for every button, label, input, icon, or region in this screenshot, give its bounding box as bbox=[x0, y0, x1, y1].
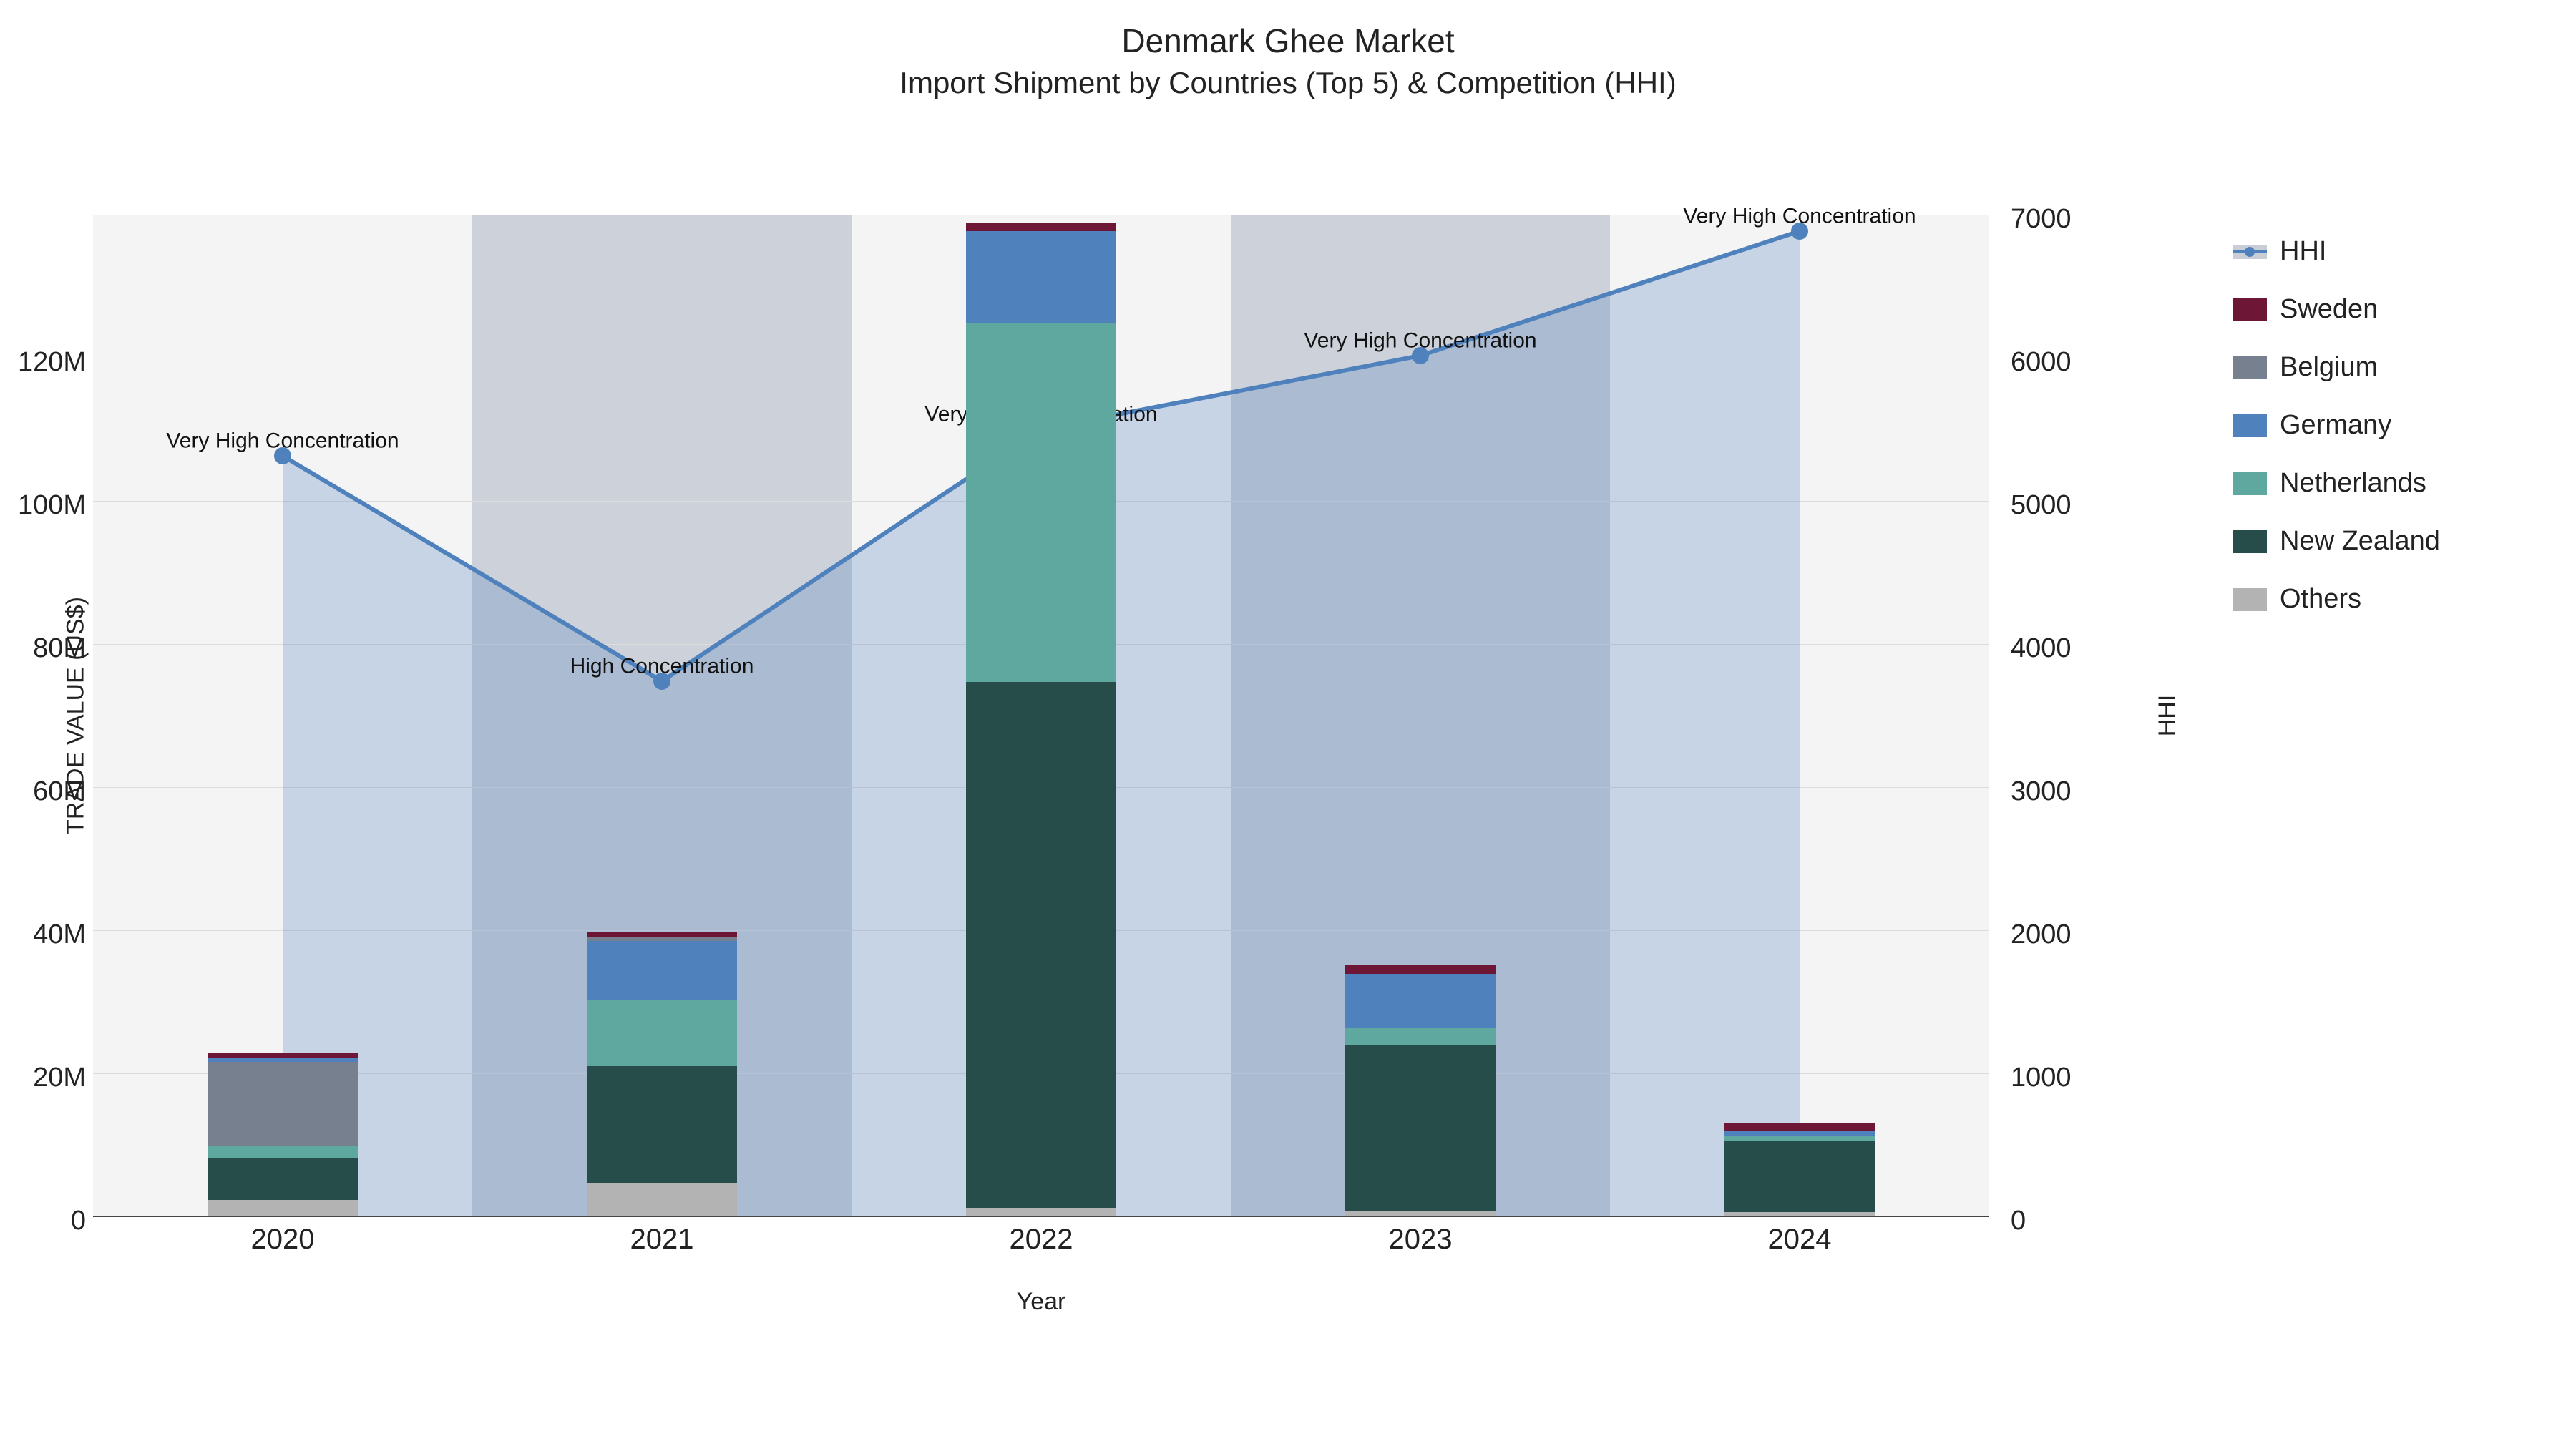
bar-group-2020[interactable] bbox=[208, 1053, 358, 1216]
bar-2022-others[interactable] bbox=[966, 1208, 1116, 1216]
hhi-line-icon bbox=[2233, 245, 2267, 259]
x-tick-2023: 2023 bbox=[1231, 1224, 1610, 1256]
bar-2022-germany[interactable] bbox=[966, 231, 1116, 323]
legend-label-sweden: Sweden bbox=[2280, 294, 2378, 325]
bar-2023-germany[interactable] bbox=[1345, 974, 1496, 1028]
bar-group-2024[interactable] bbox=[1724, 1123, 1875, 1216]
annotation-2020: Very High Concentration bbox=[166, 429, 399, 454]
legend-label-others: Others bbox=[2280, 584, 2361, 615]
bar-2022-sweden[interactable] bbox=[966, 223, 1116, 231]
x-tick-2022: 2022 bbox=[852, 1224, 1231, 1256]
netherlands-swatch-icon bbox=[2233, 472, 2267, 495]
legend-label-germany: Germany bbox=[2280, 410, 2391, 441]
y-axis-right-title: HHI bbox=[2154, 695, 2182, 737]
y-left-tick-0: 0 bbox=[14, 1206, 86, 1236]
bar-group-2021[interactable] bbox=[587, 932, 737, 1216]
x-axis-title: Year bbox=[93, 1288, 1989, 1316]
bar-2020-newzealand[interactable] bbox=[208, 1158, 358, 1200]
x-tick-2020: 2020 bbox=[93, 1224, 472, 1256]
chart-title: Denmark Ghee Market bbox=[0, 21, 2576, 60]
plot-area: TRADE VALUE (US$) 0 20M 40M 60M 80M 100M… bbox=[93, 215, 2097, 1216]
y-left-tick-3: 60M bbox=[14, 776, 86, 807]
legend-item-belgium[interactable]: Belgium bbox=[2233, 352, 2555, 383]
legend-label-hhi: HHI bbox=[2280, 236, 2326, 267]
chart-container: Denmark Ghee Market Import Shipment by C… bbox=[0, 0, 2576, 1449]
bar-group-2023[interactable] bbox=[1345, 965, 1496, 1216]
y-right-tick-1: 1000 bbox=[2011, 1063, 2089, 1093]
belgium-swatch-icon bbox=[2233, 356, 2267, 379]
legend-label-newzealand: New Zealand bbox=[2280, 526, 2440, 557]
bar-2023-others[interactable] bbox=[1345, 1211, 1496, 1216]
legend-item-others[interactable]: Others bbox=[2233, 584, 2555, 615]
chart-legend: HHI Sweden Belgium Germany Netherlands N… bbox=[2233, 236, 2555, 642]
bar-group-2022[interactable] bbox=[966, 223, 1116, 1216]
y-right-tick-2: 2000 bbox=[2011, 919, 2089, 950]
bar-2022-newzealand[interactable] bbox=[966, 682, 1116, 1208]
y-left-tick-2: 40M bbox=[14, 919, 86, 950]
bar-2020-belgium[interactable] bbox=[208, 1062, 358, 1146]
chart-titles: Denmark Ghee Market Import Shipment by C… bbox=[0, 0, 2576, 100]
y-right-tick-7: 7000 bbox=[2011, 204, 2089, 235]
bar-2022-netherlands[interactable] bbox=[966, 323, 1116, 682]
bar-2021-netherlands[interactable] bbox=[587, 1000, 737, 1066]
annotation-2024: Very High Concentration bbox=[1683, 205, 1916, 229]
bar-2024-germany[interactable] bbox=[1724, 1131, 1875, 1136]
newzealand-swatch-icon bbox=[2233, 530, 2267, 553]
baseline-axis bbox=[93, 1216, 1989, 1217]
y-right-tick-3: 3000 bbox=[2011, 776, 2089, 807]
y-left-tick-5: 100M bbox=[14, 490, 86, 521]
bar-2024-newzealand[interactable] bbox=[1724, 1141, 1875, 1212]
bar-2024-netherlands[interactable] bbox=[1724, 1136, 1875, 1141]
y-right-tick-5: 5000 bbox=[2011, 490, 2089, 521]
legend-item-germany[interactable]: Germany bbox=[2233, 410, 2555, 441]
legend-item-netherlands[interactable]: Netherlands bbox=[2233, 468, 2555, 499]
x-tick-2021: 2021 bbox=[472, 1224, 852, 1256]
bar-2021-newzealand[interactable] bbox=[587, 1066, 737, 1183]
annotation-2023: Very High Concentration bbox=[1304, 329, 1536, 353]
bar-2024-others[interactable] bbox=[1724, 1212, 1875, 1216]
sweden-swatch-icon bbox=[2233, 298, 2267, 321]
germany-swatch-icon bbox=[2233, 414, 2267, 437]
legend-item-newzealand[interactable]: New Zealand bbox=[2233, 526, 2555, 557]
y-left-tick-4: 80M bbox=[14, 633, 86, 664]
x-tick-2024: 2024 bbox=[1610, 1224, 1989, 1256]
bar-2023-newzealand[interactable] bbox=[1345, 1045, 1496, 1211]
legend-label-belgium: Belgium bbox=[2280, 352, 2378, 383]
bar-2023-sweden[interactable] bbox=[1345, 965, 1496, 974]
y-right-tick-0: 0 bbox=[2011, 1206, 2089, 1236]
bar-2021-germany[interactable] bbox=[587, 941, 737, 1000]
legend-item-hhi[interactable]: HHI bbox=[2233, 236, 2555, 267]
y-right-tick-6: 6000 bbox=[2011, 347, 2089, 378]
legend-item-sweden[interactable]: Sweden bbox=[2233, 294, 2555, 325]
bar-2021-others[interactable] bbox=[587, 1183, 737, 1216]
bar-2024-sweden[interactable] bbox=[1724, 1123, 1875, 1131]
bar-2020-netherlands[interactable] bbox=[208, 1146, 358, 1158]
y-left-tick-1: 20M bbox=[14, 1063, 86, 1093]
others-swatch-icon bbox=[2233, 588, 2267, 611]
bar-2023-netherlands[interactable] bbox=[1345, 1028, 1496, 1045]
bar-2020-others[interactable] bbox=[208, 1200, 358, 1216]
chart-subtitle: Import Shipment by Countries (Top 5) & C… bbox=[0, 66, 2576, 100]
y-right-tick-4: 4000 bbox=[2011, 633, 2089, 664]
y-left-tick-6: 120M bbox=[14, 347, 86, 378]
legend-label-netherlands: Netherlands bbox=[2280, 468, 2426, 499]
annotation-2021: High Concentration bbox=[570, 655, 754, 679]
